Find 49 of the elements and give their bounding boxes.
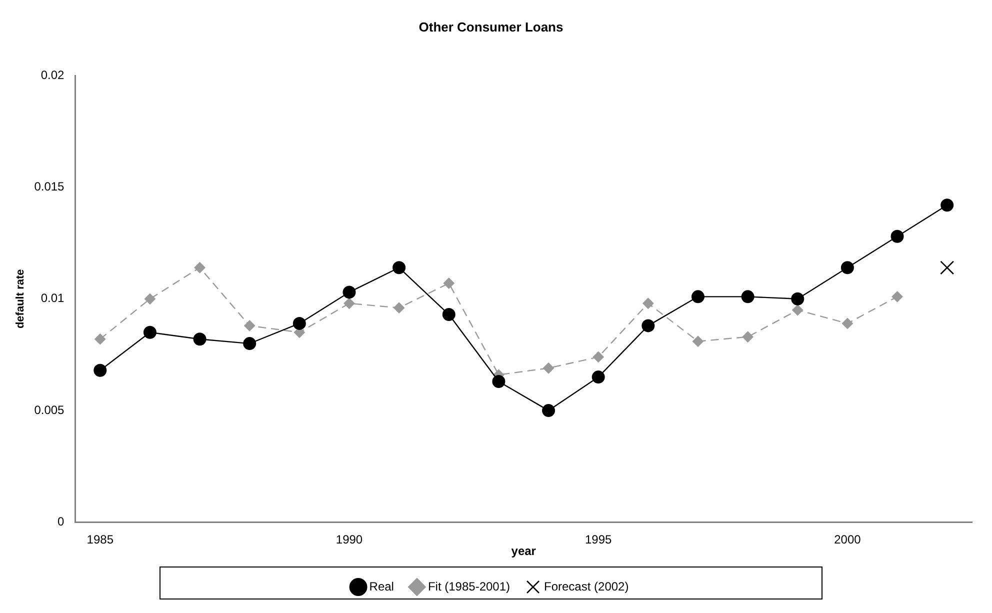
point [642, 298, 654, 309]
x-tick-label: 1995 [584, 532, 612, 547]
x-tick-label: 1985 [86, 532, 114, 547]
point [592, 370, 605, 384]
x-axis-title: year [511, 544, 536, 558]
point [592, 351, 604, 362]
point [342, 286, 356, 299]
point [742, 331, 754, 342]
point [94, 334, 106, 345]
legend-label: Fit (1985-2001) [428, 579, 510, 594]
point [940, 260, 954, 275]
y-tick-label: 0 [58, 514, 65, 529]
point [394, 302, 405, 314]
point [542, 404, 556, 418]
point [741, 290, 754, 304]
point [492, 375, 506, 388]
point [344, 298, 355, 309]
y-tick-label: 0.02 [40, 68, 65, 82]
point [642, 319, 655, 332]
y-tick-label: 0.005 [34, 402, 65, 417]
point [244, 320, 256, 332]
x-tick-label: 1990 [336, 532, 363, 547]
legend-label: Forecast (2002) [544, 579, 629, 594]
point [143, 326, 156, 339]
point [691, 290, 704, 304]
point [442, 308, 456, 322]
point [791, 292, 804, 306]
point [193, 332, 206, 346]
chart-title: Other Consumer Loans [418, 19, 564, 34]
point [94, 364, 107, 377]
point [292, 316, 306, 330]
y-tick-label: 0.015 [34, 180, 65, 194]
point [692, 336, 704, 347]
point [840, 261, 854, 274]
x-tick-label: 2000 [834, 532, 862, 547]
point [842, 318, 853, 329]
point [194, 262, 206, 274]
point [892, 291, 903, 302]
legend-label: Real [369, 579, 394, 594]
point [543, 362, 554, 374]
y-axis-title: default rate [14, 269, 27, 329]
point [890, 230, 904, 243]
point [243, 337, 256, 350]
point [392, 261, 406, 274]
point [940, 198, 954, 212]
y-tick-label: 0.01 [40, 291, 65, 306]
point [144, 293, 156, 304]
point [443, 278, 454, 289]
point [792, 304, 804, 316]
